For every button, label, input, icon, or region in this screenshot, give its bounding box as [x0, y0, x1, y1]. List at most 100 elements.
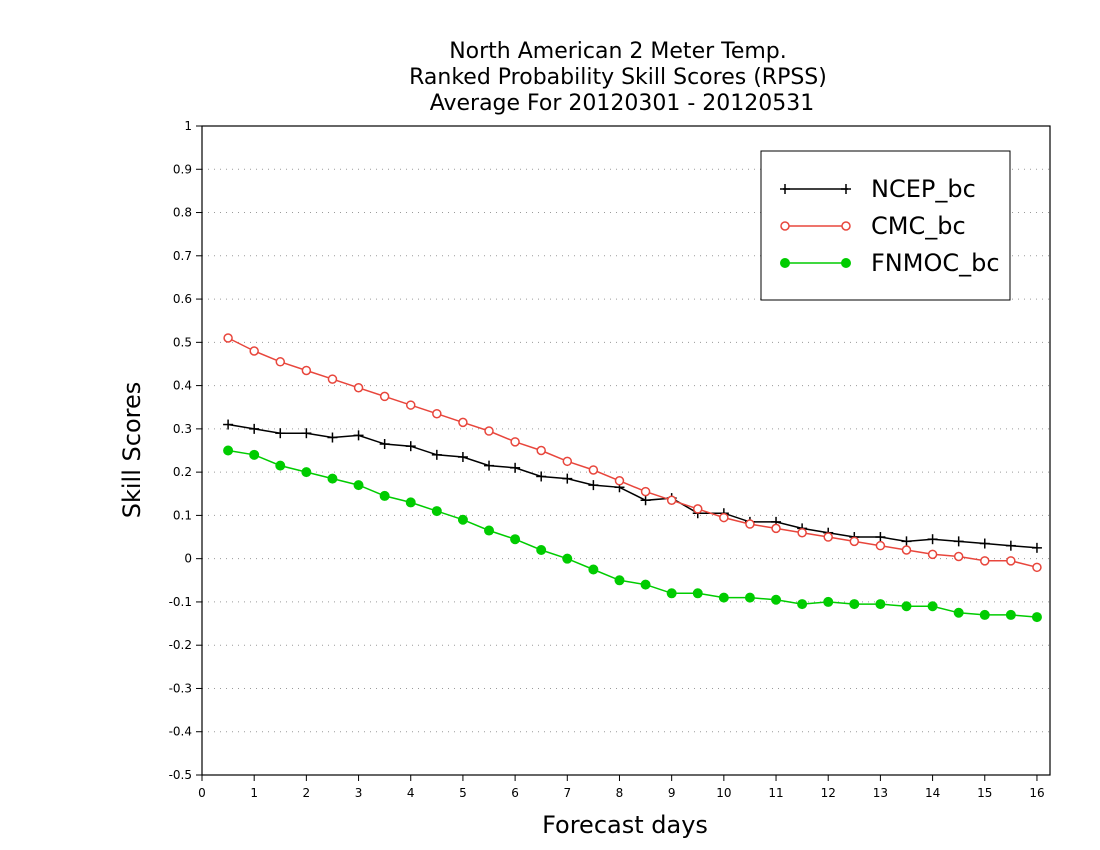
data-point — [849, 599, 860, 610]
legend-marker — [841, 221, 851, 231]
data-point — [353, 480, 364, 491]
data-point — [1005, 540, 1016, 551]
data-point — [379, 391, 390, 402]
y-tick-label: 0 — [184, 552, 192, 566]
y-tick-label: 0.7 — [173, 249, 192, 263]
data-point — [301, 467, 312, 478]
data-point — [249, 423, 260, 434]
data-point — [327, 473, 338, 484]
data-point — [692, 588, 703, 599]
legend-entry-fnmoc-bc: FNMOC_bc — [780, 249, 1000, 277]
title-line-3: Average For 20120301 - 20120531 — [430, 91, 815, 116]
y-tick-label: 0.5 — [173, 335, 192, 349]
x-tick-label: 12 — [821, 786, 836, 800]
data-point — [953, 551, 964, 562]
data-point — [431, 449, 442, 460]
data-point — [562, 473, 573, 484]
data-point — [1031, 612, 1042, 623]
x-tick-label: 9 — [668, 786, 676, 800]
data-point — [431, 506, 442, 517]
data-point — [379, 439, 390, 450]
data-point — [640, 579, 651, 590]
data-point — [1031, 542, 1042, 553]
data-point — [457, 514, 468, 525]
data-point — [823, 532, 833, 542]
data-point — [797, 599, 808, 610]
data-point — [1006, 556, 1016, 566]
data-point — [536, 445, 546, 456]
data-point — [927, 601, 938, 612]
data-point — [562, 456, 573, 467]
data-point — [953, 536, 964, 547]
series-fnmoc-bc — [223, 445, 1042, 623]
series-lines — [223, 333, 1042, 623]
x-tick-label: 2 — [303, 786, 311, 800]
series-ncep-bc — [223, 419, 1042, 553]
data-point — [379, 490, 390, 501]
data-point — [875, 540, 886, 551]
legend-entry-ncep-bc: NCEP_bc — [780, 175, 976, 203]
data-point — [432, 408, 442, 419]
data-point — [901, 536, 912, 547]
data-point — [823, 596, 834, 607]
data-point — [510, 437, 520, 447]
series-cmc-bc — [223, 333, 1042, 573]
data-point — [927, 549, 938, 560]
y-tick-label: -0.1 — [169, 595, 192, 609]
data-point — [901, 601, 912, 612]
data-point — [980, 556, 990, 566]
data-point — [771, 594, 782, 605]
data-point — [327, 432, 338, 443]
data-point — [979, 609, 990, 620]
axis-ticks: 1 0.9 0.8 0.7 0.6 0.5 0.4 0.3 0.2 0.1 0 -0.1 -0.2 -0.… — [169, 119, 1045, 800]
data-point — [484, 460, 495, 471]
data-point — [745, 519, 755, 529]
data-point — [927, 534, 938, 545]
x-tick-label: 4 — [407, 786, 415, 800]
data-point — [353, 430, 364, 441]
data-point — [771, 523, 781, 534]
title-line-2: Ranked Probability Skill Scores (RPSS) — [409, 65, 827, 90]
data-point — [510, 534, 521, 545]
data-point — [405, 441, 416, 452]
x-tick-label: 1 — [250, 786, 258, 800]
data-point — [275, 460, 286, 471]
title-line-1: North American 2 Meter Temp. — [449, 39, 787, 64]
legend-label: CMC_bc — [871, 212, 966, 240]
data-point — [301, 428, 312, 439]
data-point — [953, 607, 964, 618]
data-point — [588, 480, 599, 491]
data-point — [458, 417, 468, 428]
data-point — [1032, 562, 1042, 573]
data-point — [875, 532, 886, 543]
data-point — [1005, 609, 1016, 620]
data-point — [614, 575, 625, 586]
y-tick-label: 0.8 — [173, 206, 192, 220]
legend-label: FNMOC_bc — [871, 249, 1000, 277]
data-point — [640, 486, 651, 497]
data-point — [979, 538, 990, 549]
data-point — [275, 357, 286, 367]
data-point — [901, 545, 912, 555]
data-point — [744, 592, 755, 603]
legend-marker — [780, 258, 790, 268]
data-point — [327, 374, 338, 384]
data-point — [223, 445, 234, 456]
data-point — [666, 495, 677, 506]
data-point — [562, 553, 573, 564]
data-point — [588, 465, 599, 475]
data-point — [353, 383, 364, 393]
y-tick-label: -0.5 — [169, 768, 192, 782]
y-tick-label: 1 — [184, 119, 192, 133]
x-tick-label: 8 — [616, 786, 624, 800]
plot-frame — [201, 125, 1051, 776]
y-tick-label: -0.4 — [169, 725, 192, 739]
legend-marker — [841, 258, 851, 268]
x-tick-label: 14 — [925, 786, 940, 800]
chart-title: North American 2 Meter Temp. Ranked Prob… — [409, 39, 827, 116]
data-point — [536, 545, 547, 556]
x-axis-label: Forecast days — [542, 811, 708, 839]
data-point — [484, 525, 495, 536]
y-tick-label: -0.3 — [169, 681, 192, 695]
data-point — [301, 365, 312, 376]
